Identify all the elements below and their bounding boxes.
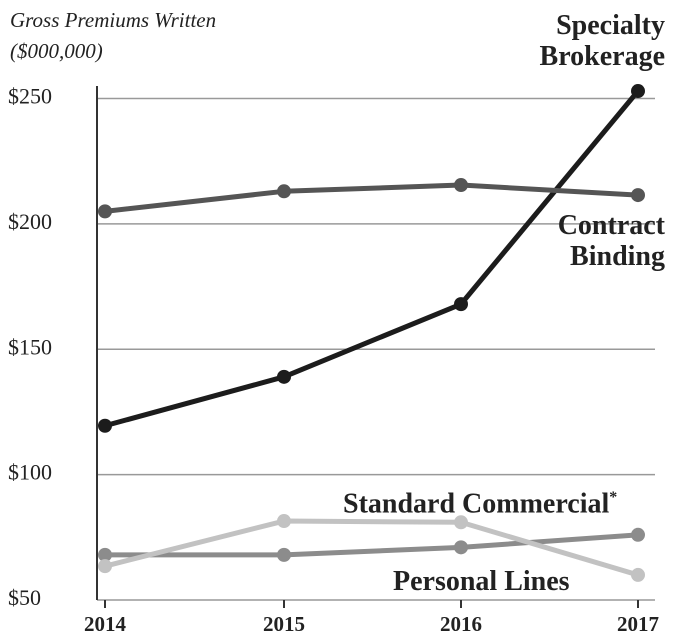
point	[98, 418, 112, 433]
point	[277, 514, 291, 529]
series-label: Standard Commercial*	[343, 482, 617, 519]
point	[631, 527, 645, 542]
point	[98, 547, 112, 562]
y-tick-label: $200	[8, 209, 52, 234]
point	[277, 184, 291, 199]
point	[98, 559, 112, 574]
y-tick-label: $100	[8, 460, 52, 485]
series-line	[105, 532, 639, 558]
series-name: Standard Commercial	[343, 488, 610, 520]
point	[277, 547, 291, 562]
x-tick-label: 2017	[617, 612, 659, 636]
series-line	[104, 89, 640, 429]
footnote-mark: *	[609, 489, 618, 506]
point	[454, 297, 468, 312]
x-tick-label: 2015	[263, 612, 305, 636]
point	[454, 515, 468, 530]
point	[454, 178, 468, 193]
point	[631, 84, 645, 99]
point	[98, 204, 112, 219]
series-name: Contract Binding	[557, 210, 665, 272]
point	[631, 567, 645, 582]
series-name: Specialty Brokerage	[539, 10, 665, 72]
y-tick-label: $250	[8, 84, 52, 109]
series-label: Specialty Brokerage	[515, 10, 665, 72]
series-label: Personal Lines	[393, 566, 570, 597]
series-line	[104, 518, 639, 578]
series-name: Personal Lines	[393, 566, 570, 597]
chart-title: Gross Premiums Written	[10, 8, 216, 32]
y-tick-label: $50	[8, 585, 41, 610]
point	[454, 540, 468, 555]
x-tick-label: 2016	[440, 612, 482, 636]
series-line	[104, 182, 639, 214]
x-tick-label: 2014	[84, 612, 127, 636]
series-label: Contract Binding	[535, 210, 665, 272]
y-tick-label: $150	[8, 334, 52, 359]
point	[277, 369, 291, 384]
chart-subtitle: ($000,000)	[10, 39, 103, 63]
point	[631, 188, 645, 203]
